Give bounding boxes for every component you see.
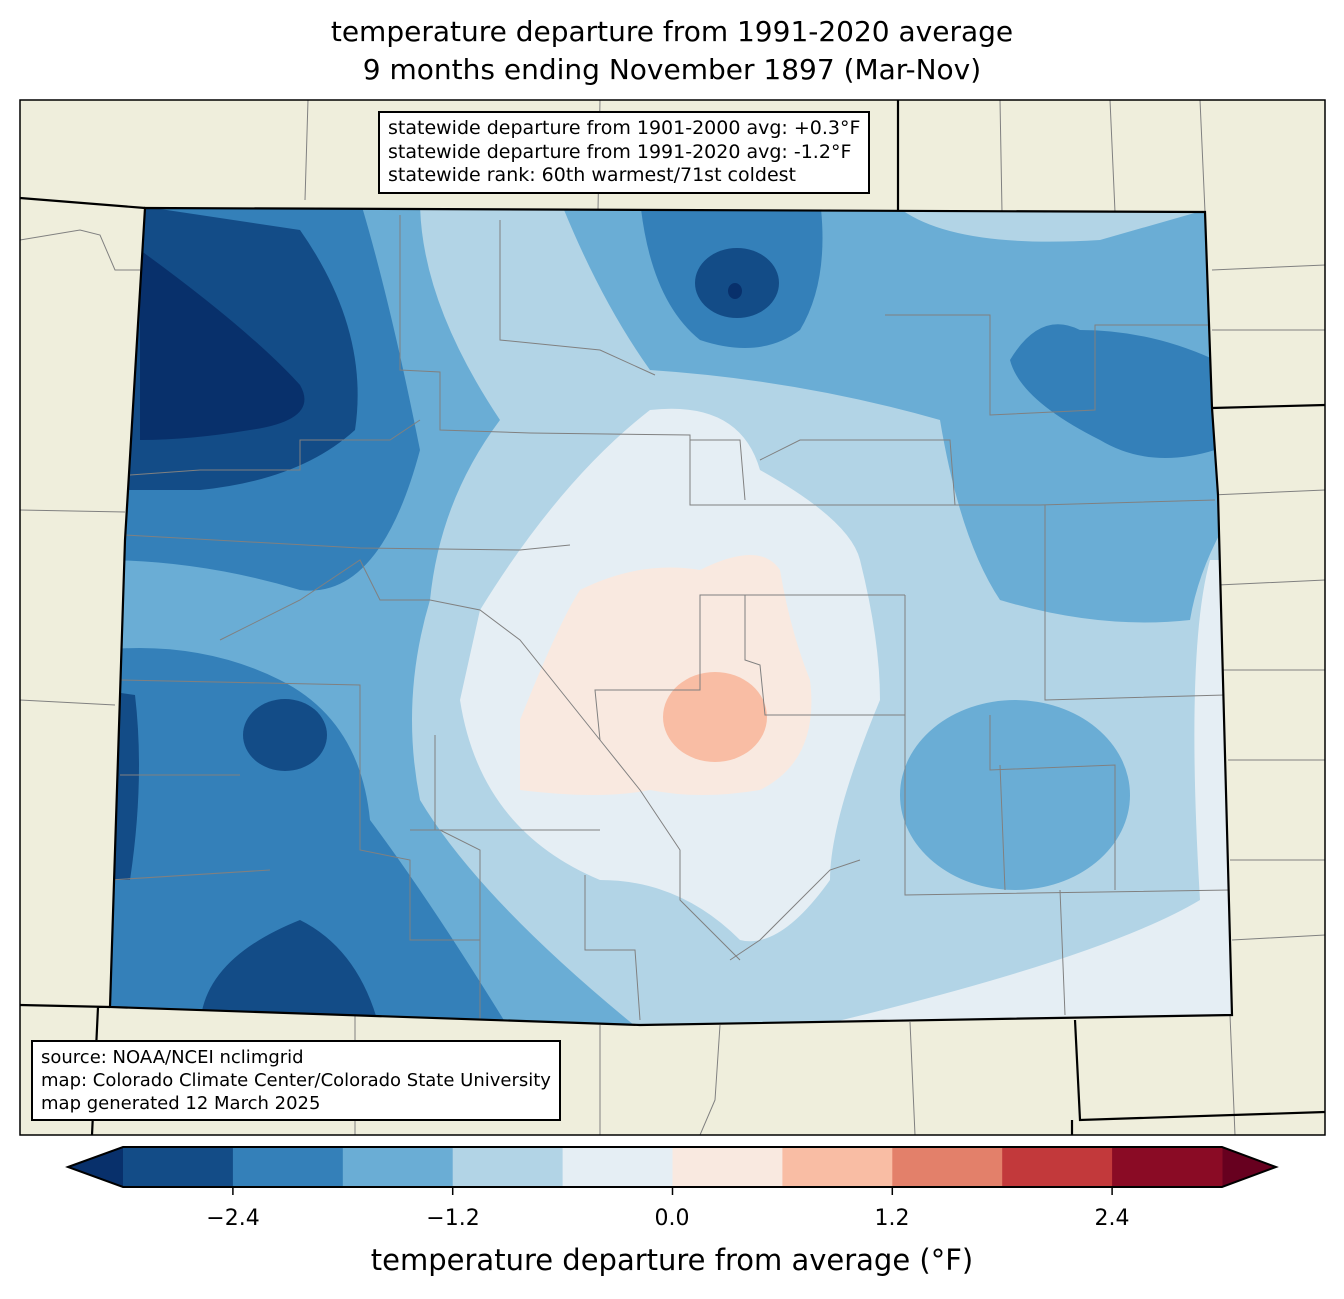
source-line-1: source: NOAA/NCEI nclimgrid [41, 1047, 304, 1068]
stats-line-2: statewide departure from 1991-2020 avg: … [388, 140, 852, 163]
contour-0.6-to-1.2 [663, 672, 767, 762]
colorbar-tick-label: 1.2 [874, 1206, 910, 1231]
colorbar-under-extension [68, 1147, 123, 1187]
colorbar [65, 1146, 1279, 1195]
colorbar-outline [65, 1146, 1279, 1188]
colorbar-segment [452, 1147, 564, 1187]
contour-below-minus-3.0 [140, 250, 742, 440]
colorbar-segment [1112, 1147, 1223, 1187]
stats-line-3: statewide rank: 60th warmest/71st coldes… [388, 164, 797, 186]
colorbar-tick-label: 0.0 [654, 1206, 690, 1231]
colorbar-segment [782, 1147, 893, 1187]
source-box: source: NOAA/NCEI nclimgrid map: Colorad… [31, 1040, 561, 1121]
colorbar-over-extension [1222, 1147, 1276, 1187]
colorbar-segment [123, 1147, 234, 1187]
statewide-stats-box: statewide departure from 1901-2000 avg: … [378, 111, 871, 194]
colorbar-segment [342, 1147, 454, 1187]
state-borders [20, 100, 1325, 1135]
stats-line-1: statewide departure from 1901-2000 avg: … [388, 117, 861, 139]
colorbar-segment [562, 1147, 673, 1187]
colorbar-tick-label: 2.4 [1094, 1206, 1130, 1231]
title-line-1: temperature departure from 1991-2020 ave… [330, 15, 1014, 48]
title-line-2: 9 months ending November 1897 (Mar-Nov) [362, 53, 982, 86]
colorbar-segment [892, 1147, 1003, 1187]
source-line-2: map: Colorado Climate Center/Colorado St… [41, 1070, 551, 1091]
colorbar-label: temperature departure from average (°F) [370, 1243, 974, 1277]
colorado-border [108, 206, 1234, 1027]
colorbar-tick-label: −1.2 [426, 1206, 480, 1231]
colorbar-segment [672, 1147, 783, 1187]
source-line-3: map generated 12 March 2025 [41, 1093, 321, 1114]
colorbar-segment [232, 1147, 344, 1187]
colorbar-segment [1002, 1147, 1113, 1187]
map-frame [19, 99, 1326, 1136]
colorbar-tick-label: −2.4 [206, 1206, 260, 1231]
county-lines [110, 215, 1231, 1021]
temperature-contours [110, 208, 1232, 1025]
